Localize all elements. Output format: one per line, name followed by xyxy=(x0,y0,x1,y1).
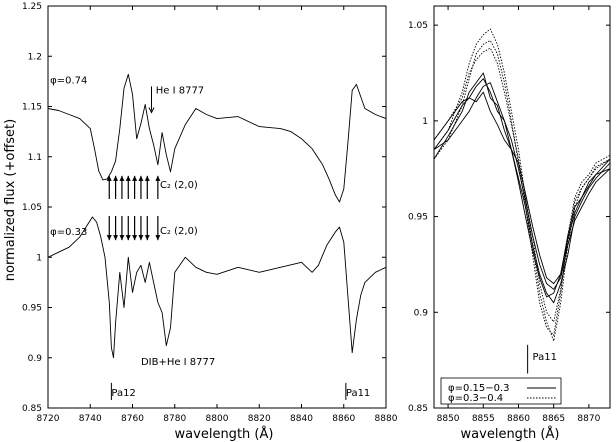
right-spectra xyxy=(433,28,611,342)
annotation-label-6: Pa12 xyxy=(111,388,135,399)
x-tick-label: 8840 xyxy=(290,414,313,424)
c2-up-arrow-head xyxy=(125,175,131,181)
series-line-4 xyxy=(433,28,611,342)
annotation-label-2: C₂ (2,0) xyxy=(160,180,198,191)
x-tick-label: 8850 xyxy=(437,414,460,424)
x-tick-label: 8855 xyxy=(472,414,495,424)
legend: φ=0.15−0.3φ=0.3−0.4 xyxy=(440,377,562,405)
legend-label-1: φ=0.3−0.4 xyxy=(448,393,503,404)
annotation-label-7: Pa11 xyxy=(346,388,370,399)
x-tick-label: 8820 xyxy=(248,414,271,424)
left-spectra xyxy=(47,73,387,359)
c2-up-arrow-head xyxy=(144,175,150,181)
c2-up-arrow-head xyxy=(132,175,138,181)
series-line-1 xyxy=(47,216,387,359)
c2-down-arrow-head xyxy=(119,235,125,241)
x-tick-label: 8860 xyxy=(332,414,355,424)
right-axis-ticks: 8850 8855 8860 8865 8870 0.85 0.9 0.95 1 1.05 xyxy=(408,6,610,424)
left-x-axis-label: wavelength (Å) xyxy=(175,426,274,442)
x-tick-label: 8870 xyxy=(577,414,600,424)
annotation-label-0: Pa11 xyxy=(533,352,557,363)
c2-down-arrow-head xyxy=(132,235,138,241)
right-annotations: Pa11 xyxy=(527,344,557,374)
annotation-label-3: φ=0.33 xyxy=(50,227,87,238)
y-tick-label: 0.95 xyxy=(408,213,428,223)
y-tick-label: 1.15 xyxy=(22,103,42,113)
y-tick-label: 0.9 xyxy=(28,354,43,364)
right-panel: wavelength (Å) 8850 8855 8860 8865 8870 0.85 0… xyxy=(408,5,611,442)
series-line-0 xyxy=(433,78,611,290)
y-tick-label: 1.05 xyxy=(408,21,428,31)
right-x-axis-label: wavelength (Å) xyxy=(461,426,560,442)
y-tick-label: 0.95 xyxy=(22,304,42,314)
x-tick-label: 8780 xyxy=(163,414,186,424)
y-tick-label: 0.9 xyxy=(414,308,429,318)
y-tick-label: 1 xyxy=(36,253,42,263)
y-tick-label: 0.85 xyxy=(408,404,428,414)
c2-up-arrow-head xyxy=(138,175,144,181)
y-tick-label: 1.05 xyxy=(22,203,42,213)
he-arrow-head xyxy=(148,107,155,114)
series-line-3 xyxy=(433,82,611,298)
annotation-label-1: He I 8777 xyxy=(156,85,204,96)
annotation-label-4: C₂ (2,0) xyxy=(160,226,198,237)
annotation-label-0: φ=0.74 xyxy=(50,75,87,86)
x-tick-label: 8740 xyxy=(79,414,102,424)
y-tick-label: 1 xyxy=(422,117,428,127)
right-plot-frame xyxy=(433,5,611,409)
c2-down-arrow-head xyxy=(113,235,119,241)
series-line-2 xyxy=(433,91,611,285)
series-line-5 xyxy=(433,40,611,336)
x-tick-label: 8800 xyxy=(206,414,229,424)
y-tick-label: 1.2 xyxy=(28,52,42,62)
x-tick-label: 8720 xyxy=(37,414,60,424)
annotation-label-5: DIB+He I 8777 xyxy=(141,357,215,368)
c2-down-arrow-head xyxy=(106,235,112,241)
x-tick-label: 8880 xyxy=(375,414,398,424)
series-line-1 xyxy=(433,72,611,304)
left-annotations: φ=0.74 He I 8777 C₂ (2,0) φ=0.33 C₂ (2,0) DIB… xyxy=(50,75,370,400)
c2-up-arrow-head xyxy=(119,175,125,181)
left-panel: normalized flux (+offset) wavelength (Å)… xyxy=(3,2,398,442)
c2-up-arrow-head xyxy=(113,175,119,181)
legend-box xyxy=(440,377,562,405)
c2-up-arrow-head xyxy=(106,175,112,181)
c2-down-arrow-head xyxy=(144,235,150,241)
series-line-0 xyxy=(47,73,387,203)
left-plot-frame xyxy=(47,5,387,409)
c2-up-arrow-head xyxy=(155,175,161,181)
c2-down-arrow-head xyxy=(125,235,131,241)
y-tick-label: 1.1 xyxy=(28,153,42,163)
c2-arrows xyxy=(106,175,161,241)
series-line-6 xyxy=(433,47,611,323)
y-tick-label: 0.85 xyxy=(22,404,42,414)
c2-down-arrow-head xyxy=(138,235,144,241)
x-tick-label: 8760 xyxy=(121,414,144,424)
y-tick-label: 1.25 xyxy=(22,2,42,12)
legend-label-0: φ=0.15−0.3 xyxy=(448,383,510,394)
c2-down-arrow-head xyxy=(155,235,161,241)
x-tick-label: 8865 xyxy=(542,414,565,424)
left-y-axis-label: normalized flux (+offset) xyxy=(3,119,18,281)
x-tick-label: 8860 xyxy=(507,414,530,424)
